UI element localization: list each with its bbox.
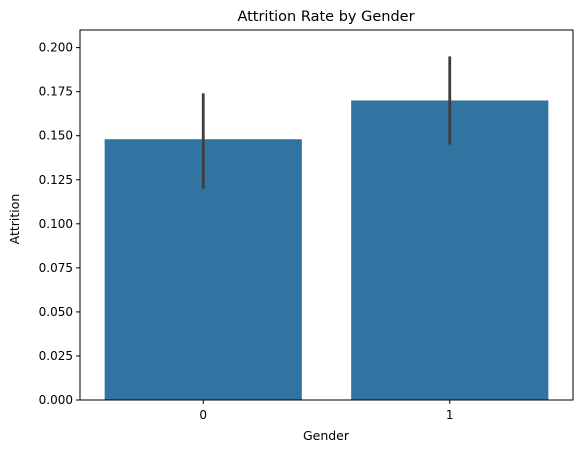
x-axis-label: Gender <box>303 428 350 443</box>
y-tick-label: 0.125 <box>39 173 73 187</box>
plot-area: 0.000 0.025 0.050 0.075 0.100 0.125 0.150 0.175… <box>39 29 574 422</box>
chart-title: Attrition Rate by Gender <box>237 9 414 25</box>
x-tick-label: 0 <box>199 408 207 422</box>
plot-frame <box>79 29 574 401</box>
y-tick-label: 0.050 <box>39 305 73 319</box>
y-tick-label: 0.175 <box>39 85 73 99</box>
bar-1 <box>351 100 549 400</box>
y-tick-label: 0.200 <box>39 41 73 55</box>
y-tick-label: 0.075 <box>39 261 73 275</box>
y-axis-label: Attrition <box>7 194 22 245</box>
y-tick-label: 0.025 <box>39 349 73 363</box>
y-tick-label: 0.150 <box>39 129 73 143</box>
y-tick-label: 0.100 <box>39 217 73 231</box>
y-tick-label: 0.000 <box>39 393 73 407</box>
x-tick-label: 1 <box>446 408 454 422</box>
